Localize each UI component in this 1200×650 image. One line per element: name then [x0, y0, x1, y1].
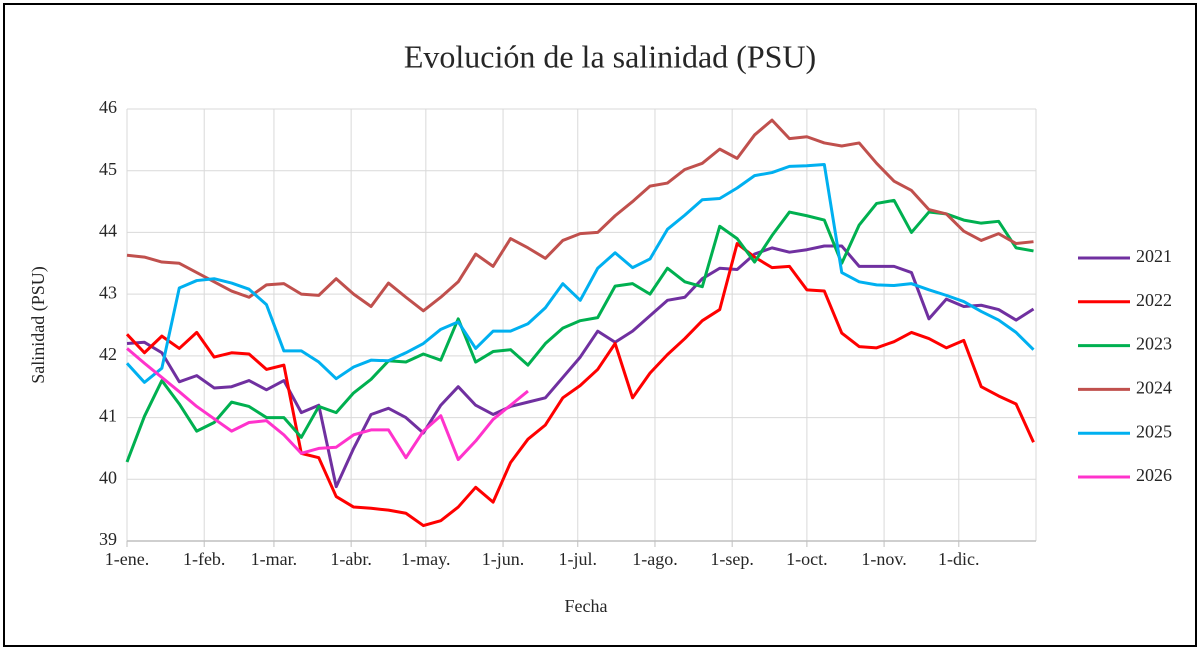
x-tick-label: 1-dic. [938, 549, 979, 569]
y-tick-label: 42 [99, 344, 117, 364]
x-tick-label: 1-abr. [330, 549, 371, 569]
x-tick-label: 1-ago. [632, 549, 677, 569]
series-line [126, 347, 529, 462]
x-tick-label: 1-jul. [559, 549, 598, 569]
legend-label: 2024 [1136, 378, 1172, 398]
legend-label: 2021 [1136, 246, 1172, 266]
series-line [126, 118, 1034, 313]
series-line [125, 198, 1034, 463]
y-tick-label: 39 [99, 529, 117, 549]
x-tick-label: 1-jun. [482, 549, 525, 569]
legend-label: 2026 [1136, 465, 1172, 485]
x-tick-label: 1-ene. [105, 549, 149, 569]
y-tick-label: 44 [99, 221, 117, 241]
x-tick-label: 1-sep. [710, 549, 754, 569]
y-tick-label: 40 [99, 467, 117, 487]
series-line [125, 242, 1035, 528]
x-tick-label: 1-oct. [786, 549, 827, 569]
chart-border [3, 3, 1197, 647]
y-tick-label: 46 [99, 97, 117, 117]
x-tick-label: 1-may. [401, 549, 450, 569]
legend-label: 2022 [1136, 290, 1172, 310]
chart-title: Evolución de la salinidad (PSU) [404, 38, 816, 74]
y-tick-label: 41 [99, 406, 117, 426]
y-tick-label: 45 [99, 159, 117, 179]
x-tick-label: 1-nov. [861, 549, 906, 569]
series-line [126, 244, 1035, 489]
series-line [125, 163, 1035, 384]
y-axis-title: Salinidad (PSU) [28, 266, 49, 384]
y-tick-label: 43 [99, 282, 117, 302]
x-tick-label: 1-mar. [251, 549, 298, 569]
legend-label: 2025 [1136, 421, 1172, 441]
legend-label: 2023 [1136, 334, 1172, 354]
x-tick-label: 1-feb. [183, 549, 225, 569]
x-axis-title: Fecha [565, 596, 608, 616]
